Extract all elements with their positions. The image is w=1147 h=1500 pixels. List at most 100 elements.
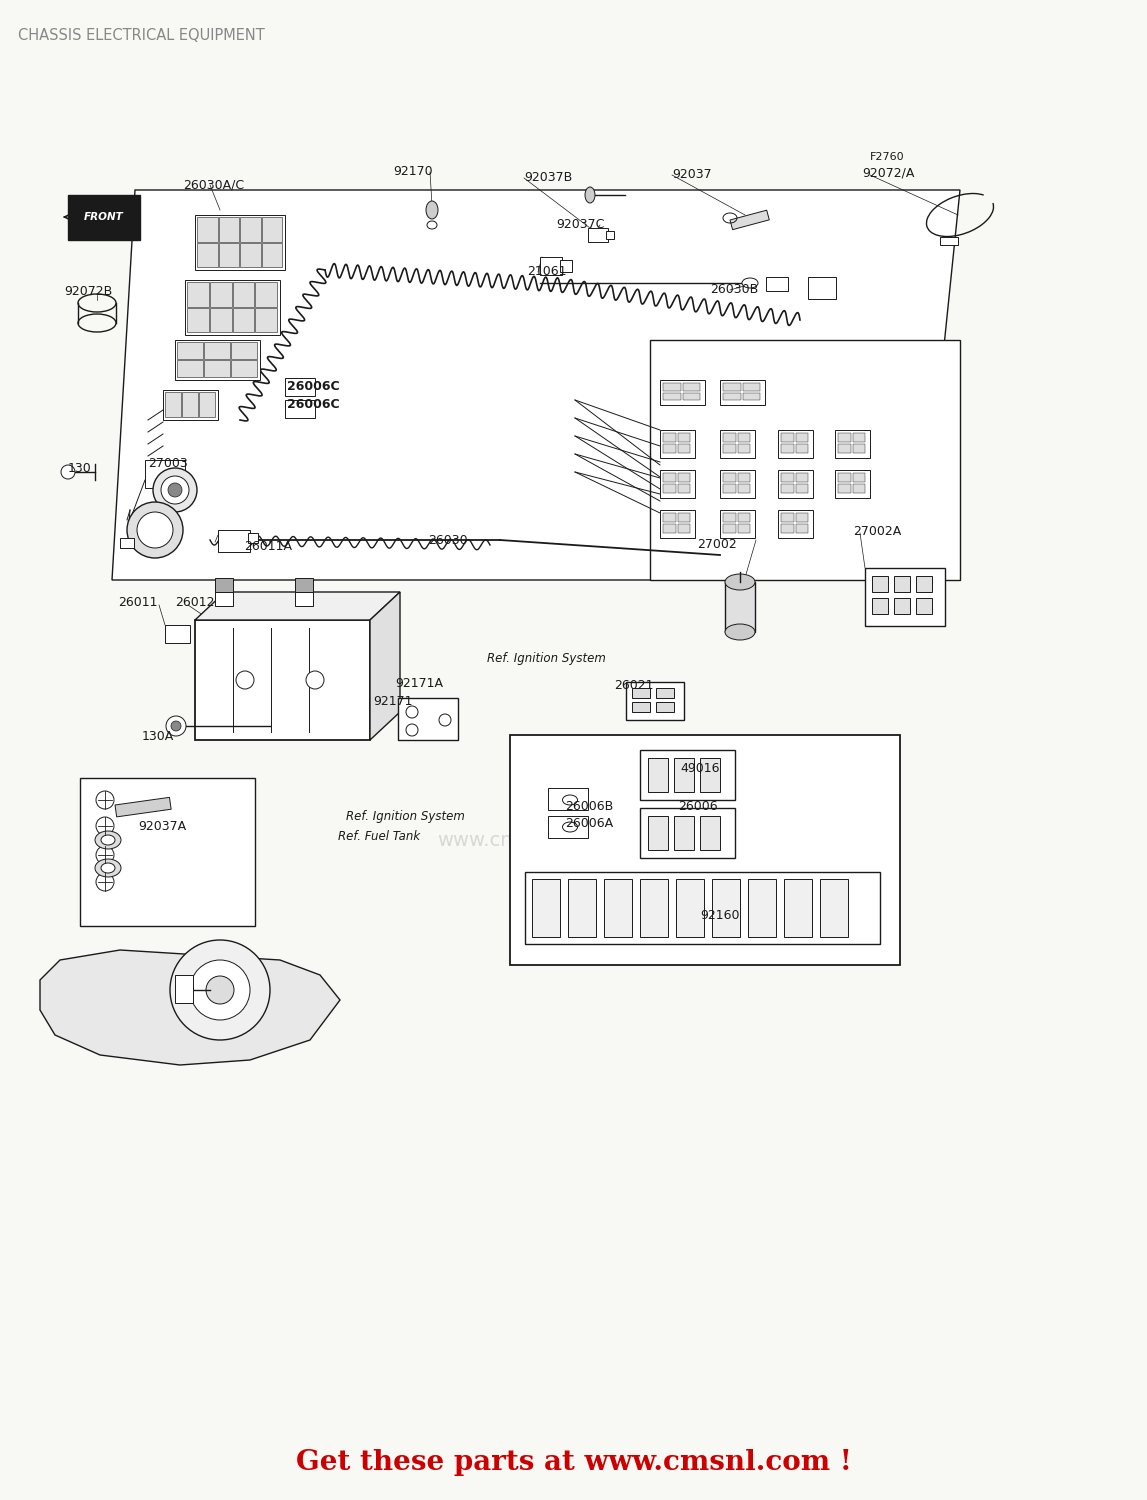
Bar (660, 430, 695, 457)
Circle shape (406, 724, 418, 736)
Bar (723, 444, 735, 453)
Circle shape (406, 706, 418, 718)
Text: 92072B: 92072B (64, 285, 112, 298)
Bar (660, 510, 695, 538)
Bar (182, 392, 198, 417)
Text: CHASSIS ELECTRICAL EQUIPMENT: CHASSIS ELECTRICAL EQUIPMENT (18, 28, 265, 44)
Polygon shape (195, 592, 400, 619)
Bar (640, 879, 668, 938)
Bar (115, 798, 171, 818)
Bar (781, 484, 794, 494)
Polygon shape (370, 592, 400, 740)
Text: Ref. Fuel Tank: Ref. Fuel Tank (338, 830, 420, 843)
Bar (165, 392, 181, 417)
Text: 49016: 49016 (680, 762, 719, 776)
Bar (894, 598, 910, 613)
Bar (663, 444, 676, 453)
Bar (720, 470, 755, 498)
Bar (165, 626, 190, 644)
Text: 26006B: 26006B (565, 800, 614, 813)
Bar (177, 360, 203, 376)
Text: Get these parts at www.cmsnl.com !: Get these parts at www.cmsnl.com ! (296, 1449, 851, 1476)
Bar (778, 430, 813, 457)
Bar (663, 484, 676, 494)
Bar (678, 513, 690, 522)
Text: 26030A/C: 26030A/C (184, 178, 244, 190)
Bar (187, 308, 209, 332)
Bar (604, 879, 632, 938)
Bar (785, 879, 812, 938)
Bar (660, 380, 705, 405)
Bar (663, 513, 676, 522)
Bar (700, 816, 720, 850)
Bar (796, 444, 807, 453)
Bar (248, 532, 258, 543)
Ellipse shape (562, 795, 577, 806)
Bar (720, 510, 755, 538)
Bar (796, 433, 807, 442)
Bar (204, 360, 231, 376)
Bar (766, 278, 788, 291)
Circle shape (61, 465, 75, 478)
Ellipse shape (585, 188, 595, 202)
Bar (700, 758, 720, 792)
Text: 26011A: 26011A (244, 540, 292, 554)
Bar (560, 260, 572, 272)
Bar (663, 433, 676, 442)
Ellipse shape (101, 862, 115, 873)
Circle shape (236, 670, 253, 688)
Bar (678, 444, 690, 453)
Bar (231, 342, 257, 358)
Bar (852, 472, 865, 482)
Circle shape (161, 476, 189, 504)
Circle shape (190, 960, 250, 1020)
Bar (738, 513, 750, 522)
Bar (284, 400, 315, 418)
Bar (852, 433, 865, 442)
Bar (852, 484, 865, 494)
Text: 26006C: 26006C (287, 380, 340, 393)
Bar (676, 879, 704, 938)
Bar (256, 308, 276, 332)
Bar (723, 524, 735, 532)
Bar (218, 530, 250, 552)
Bar (678, 484, 690, 494)
Bar (725, 582, 755, 632)
Bar (742, 382, 760, 390)
Bar (568, 879, 596, 938)
Bar (796, 524, 807, 532)
Ellipse shape (101, 836, 115, 844)
Ellipse shape (95, 859, 120, 877)
Bar (682, 393, 700, 400)
Bar (198, 392, 214, 417)
Bar (941, 237, 958, 244)
Text: 26011: 26011 (118, 596, 157, 609)
Bar (835, 470, 871, 498)
Bar (865, 568, 945, 626)
Circle shape (167, 483, 182, 496)
Bar (796, 513, 807, 522)
Ellipse shape (426, 201, 438, 219)
Bar (678, 472, 690, 482)
Bar (916, 598, 933, 613)
Bar (175, 975, 193, 1004)
Bar (187, 282, 209, 306)
Bar (650, 340, 960, 580)
Bar (240, 217, 260, 242)
Text: 27002A: 27002A (853, 525, 902, 538)
Bar (177, 342, 203, 358)
Text: 92171A: 92171A (395, 676, 443, 690)
Text: 92171: 92171 (373, 694, 413, 708)
Bar (682, 382, 700, 390)
Bar (894, 576, 910, 592)
Ellipse shape (725, 624, 755, 640)
Bar (606, 231, 614, 238)
Text: FRONT: FRONT (84, 211, 124, 222)
Circle shape (170, 940, 270, 1040)
Bar (214, 578, 233, 592)
Bar (838, 444, 850, 453)
Text: www.cmsnl.com: www.cmsnl.com (437, 831, 595, 849)
Bar (781, 444, 794, 453)
Bar (548, 788, 588, 810)
Bar (796, 484, 807, 494)
